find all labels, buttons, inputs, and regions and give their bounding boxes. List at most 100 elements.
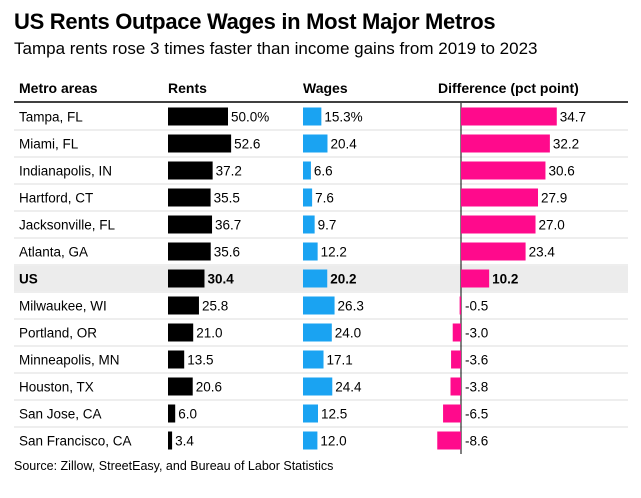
rents-bar: [168, 431, 173, 450]
metro-label: San Jose, CA: [19, 407, 102, 422]
wages-value-label: 12.5: [321, 407, 347, 422]
difference-value-label: 34.7: [560, 110, 586, 125]
difference-bar: [452, 323, 461, 342]
difference-value-label: -3.6: [465, 353, 488, 368]
header-rents: Rents: [168, 80, 207, 96]
wages-value-label: 24.4: [335, 380, 362, 395]
wages-bar: [303, 404, 318, 423]
rents-value-label: 35.5: [214, 191, 240, 206]
metro-label: Milwaukee, WI: [19, 299, 107, 314]
rents-value-label: 35.6: [214, 245, 240, 260]
wages-bar: [303, 296, 335, 315]
table-row: Atlanta, GA 35.6 12.2 23.4: [19, 242, 556, 261]
wages-bar: [303, 431, 318, 450]
difference-bar: [461, 134, 550, 153]
table-row: Milwaukee, WI 25.8 26.3 -0.5: [19, 296, 488, 315]
wages-bar: [303, 188, 313, 207]
header-difference: Difference (pct point): [438, 80, 579, 96]
rents-bar: [168, 161, 213, 180]
difference-value-label: -6.5: [465, 407, 488, 422]
rents-bar: [168, 377, 193, 396]
wages-value-label: 20.4: [330, 137, 357, 152]
table-row: Minneapolis, MN 13.5 17.1 -3.6: [19, 350, 488, 369]
difference-bar: [461, 161, 546, 180]
table-row: Hartford, CT 35.5 7.6 27.9: [19, 188, 567, 207]
chart-title: US Rents Outpace Wages in Most Major Met…: [14, 9, 496, 34]
rents-value-label: 52.6: [234, 137, 260, 152]
wages-bar: [303, 269, 328, 288]
wages-bar: [303, 107, 322, 126]
metro-label: US: [19, 272, 38, 287]
difference-bar: [437, 431, 461, 450]
table-rows: Tampa, FL 50.0% 15.3% 34.7 Miami, FL 52.6 20.4…: [19, 103, 586, 454]
rents-bar: [168, 134, 232, 153]
rents-value-label: 13.5: [187, 353, 213, 368]
metro-label: Jacksonville, FL: [19, 218, 116, 233]
source-note: Source: Zillow, StreetEasy, and Bureau o…: [14, 459, 334, 473]
difference-bar: [451, 350, 461, 369]
rents-value-label: 3.4: [175, 434, 194, 449]
rents-value-label: 50.0%: [231, 110, 269, 125]
wages-value-label: 6.6: [314, 164, 333, 179]
table-row: Tampa, FL 50.0% 15.3% 34.7: [19, 107, 586, 126]
rents-bar: [168, 242, 211, 261]
metro-label: Hartford, CT: [19, 191, 93, 206]
chart-subtitle: Tampa rents rose 3 times faster than inc…: [14, 39, 538, 58]
wages-bar: [303, 350, 324, 369]
metro-label: Portland, OR: [19, 326, 97, 341]
rents-bar: [168, 215, 213, 234]
header-metro: Metro areas: [19, 80, 98, 96]
difference-value-label: -8.6: [465, 434, 488, 449]
wages-value-label: 24.0: [335, 326, 361, 341]
difference-value-label: -0.5: [465, 299, 488, 314]
difference-value-label: 27.0: [539, 218, 565, 233]
metro-label: Tampa, FL: [19, 110, 83, 125]
rents-bar: [168, 188, 211, 207]
wages-bar: [303, 377, 333, 396]
difference-bar: [461, 188, 539, 207]
difference-bar: [443, 404, 461, 423]
difference-value-label: 23.4: [529, 245, 556, 260]
wages-value-label: 12.0: [320, 434, 346, 449]
difference-value-label: 10.2: [492, 272, 518, 287]
difference-bar: [459, 296, 461, 315]
rents-value-label: 6.0: [178, 407, 197, 422]
wages-value-label: 15.3%: [324, 110, 362, 125]
difference-value-label: -3.0: [465, 326, 488, 341]
metro-label: Minneapolis, MN: [19, 353, 120, 368]
difference-bar: [461, 107, 557, 126]
wages-value-label: 26.3: [338, 299, 364, 314]
rents-bar: [168, 323, 194, 342]
metro-label: Houston, TX: [19, 380, 94, 395]
table-row: Houston, TX 20.6 24.4 -3.8: [19, 377, 488, 396]
table-row: Jacksonville, FL 36.7 9.7 27.0: [19, 215, 565, 234]
difference-value-label: 30.6: [548, 164, 574, 179]
wages-value-label: 7.6: [315, 191, 334, 206]
table-row: San Francisco, CA 3.4 12.0 -8.6: [19, 431, 488, 450]
table-row: Portland, OR 21.0 24.0 -3.0: [19, 323, 488, 342]
metro-label: Miami, FL: [19, 137, 79, 152]
rents-bar: [168, 296, 199, 315]
table-row: Indianapolis, IN 37.2 6.6 30.6: [19, 161, 575, 180]
rents-bar: [168, 107, 228, 126]
rents-value-label: 21.0: [196, 326, 222, 341]
metro-label: Atlanta, GA: [19, 245, 88, 260]
metro-label: Indianapolis, IN: [19, 164, 112, 179]
wages-bar: [303, 215, 315, 234]
difference-bar: [461, 215, 536, 234]
rents-value-label: 20.6: [196, 380, 222, 395]
wages-value-label: 9.7: [318, 218, 337, 233]
rents-bar: [168, 404, 176, 423]
rents-value-label: 36.7: [215, 218, 241, 233]
rents-bar: [168, 350, 185, 369]
rents-value-label: 25.8: [202, 299, 228, 314]
difference-bar: [461, 242, 526, 261]
wages-bar: [303, 134, 328, 153]
wages-value-label: 12.2: [321, 245, 347, 260]
wages-value-label: 20.2: [330, 272, 356, 287]
difference-bar: [461, 269, 490, 288]
column-headers: Metro areas Rents Wages Difference (pct …: [19, 80, 579, 96]
wages-bar: [303, 323, 332, 342]
rents-bar: [168, 269, 205, 288]
